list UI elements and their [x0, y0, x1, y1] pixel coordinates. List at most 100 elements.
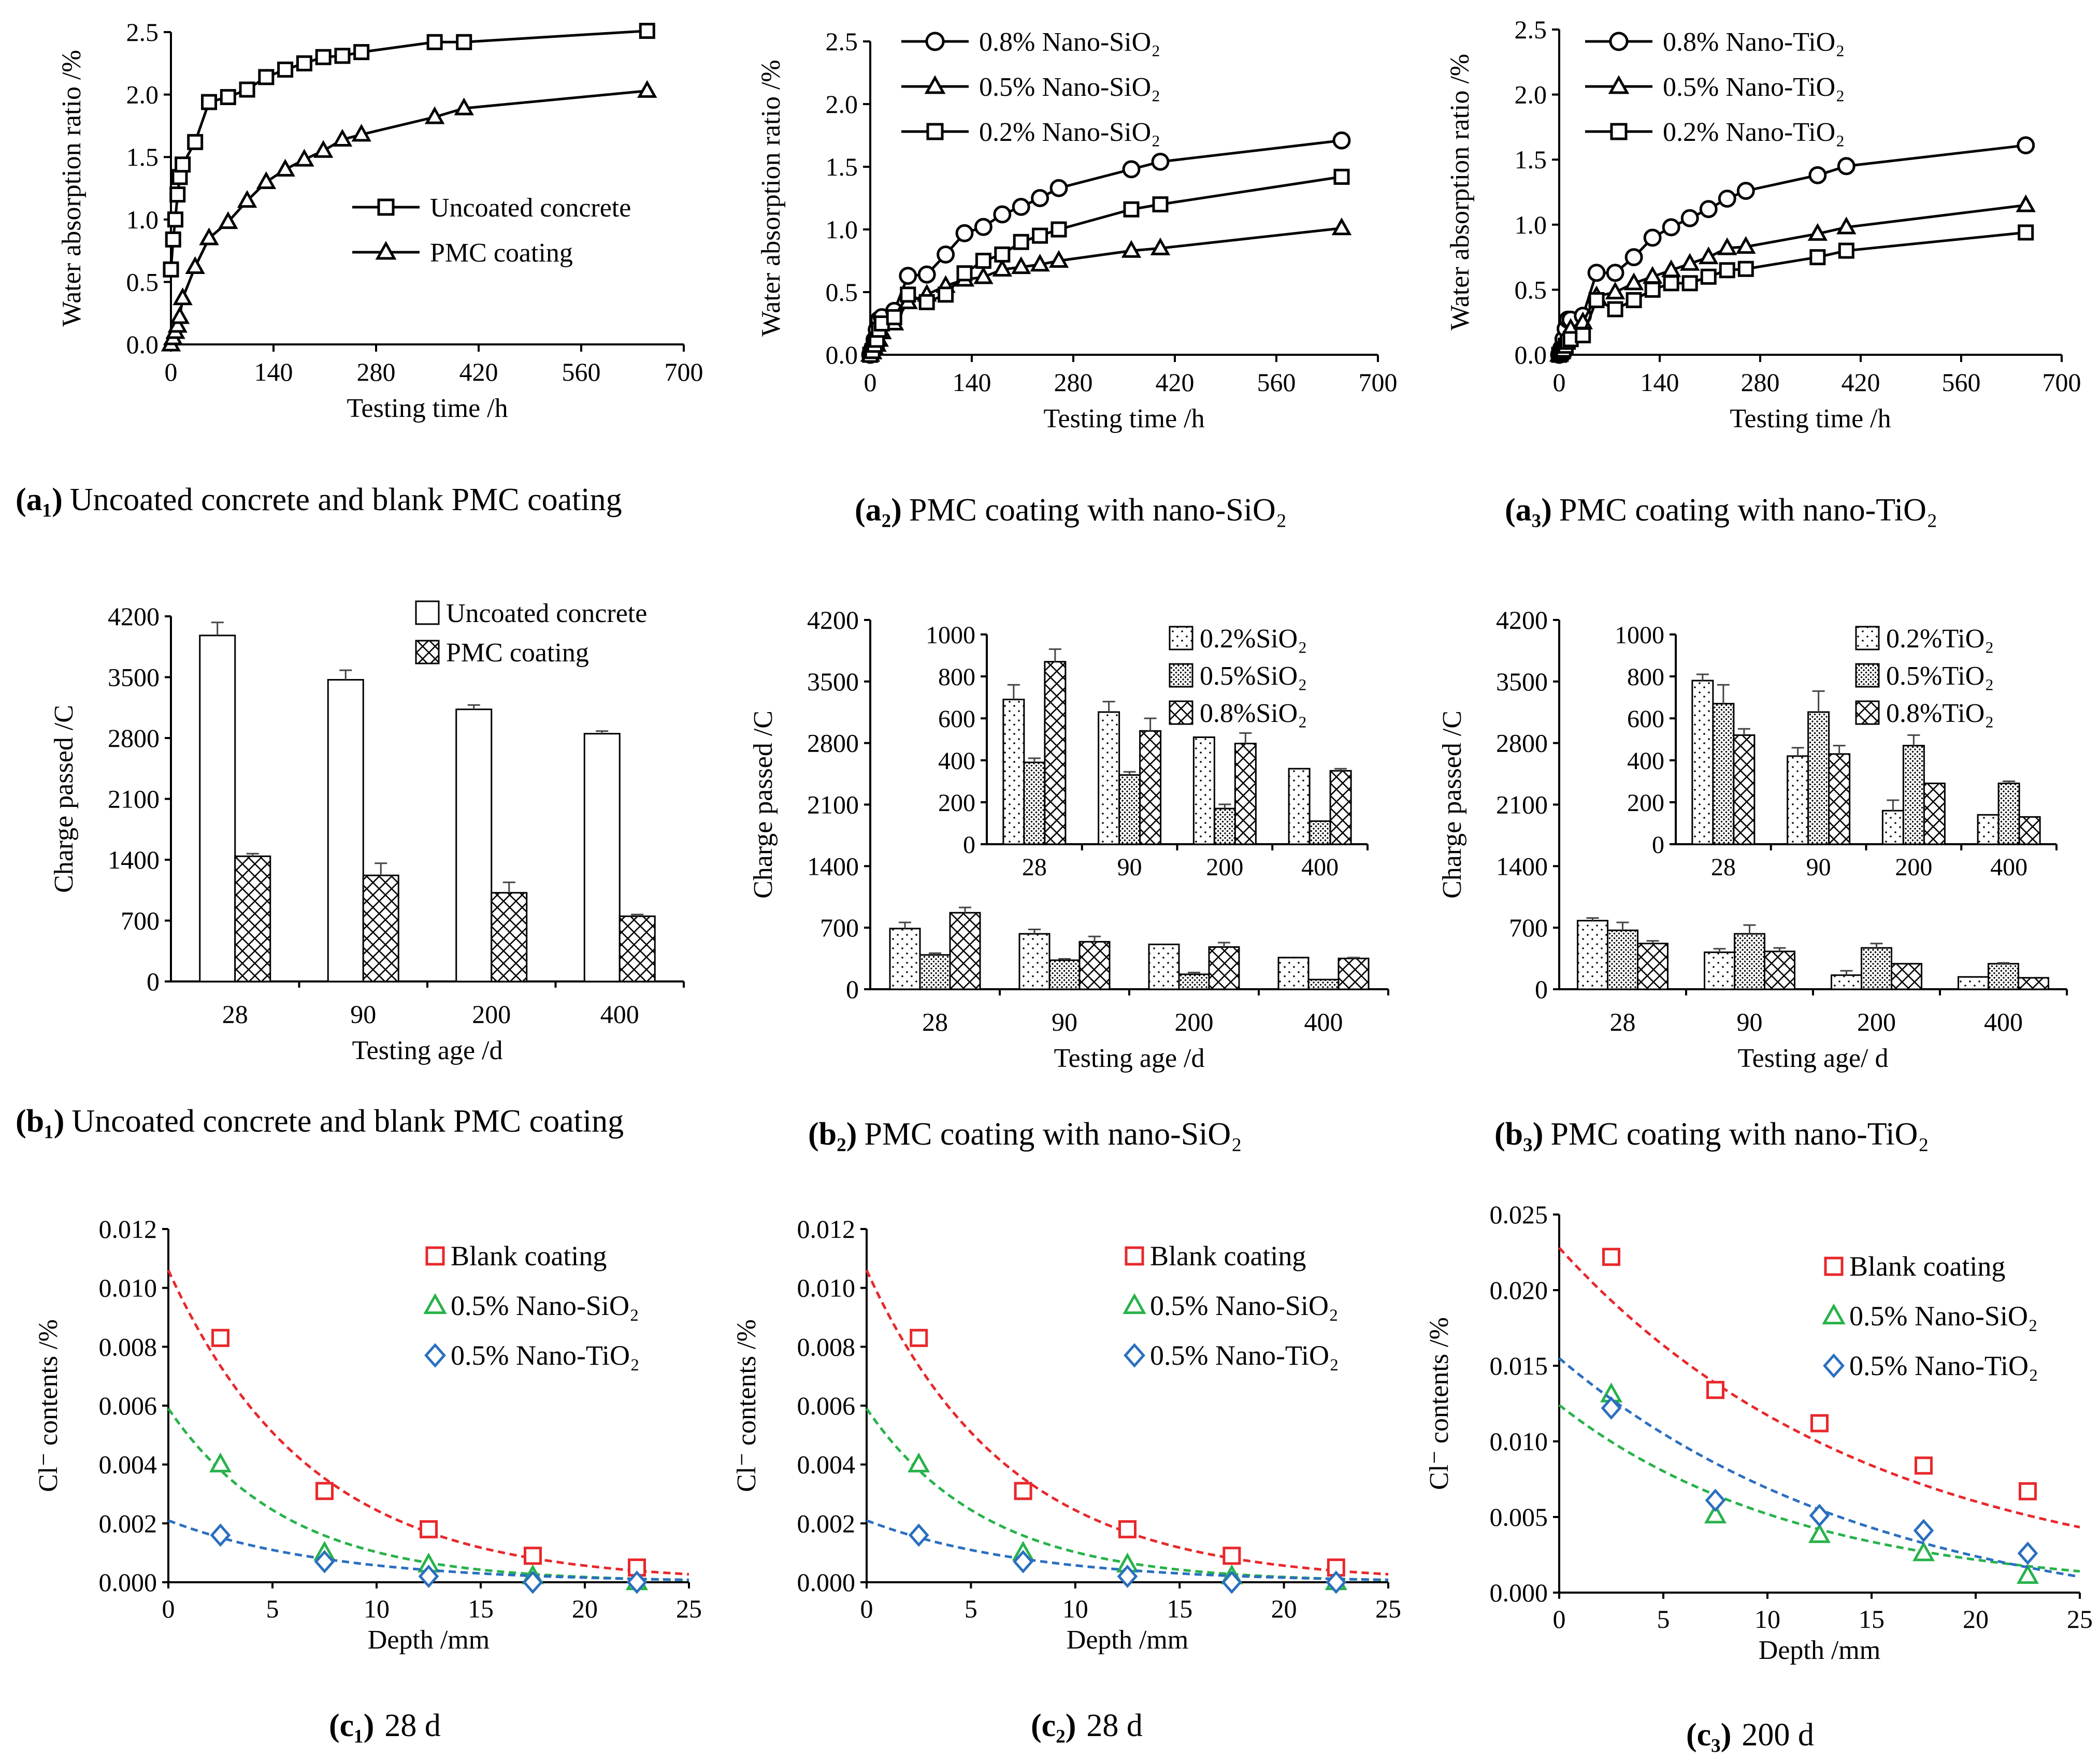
y-tick-label: 0.010: [797, 1274, 856, 1303]
legend-label: 0.5% Nano-TiO₂: [1849, 1350, 2038, 1381]
x-tick-label: 10: [1754, 1605, 1780, 1634]
caption: (b₂) PMC coating with nano-SiO₂: [808, 1117, 1242, 1152]
legend-label: 0.5% Nano-SiO₂: [451, 1290, 639, 1321]
x-tick-label: 420: [1842, 368, 1880, 397]
bar: [583, 733, 621, 982]
y-tick-label-inset: 800: [938, 663, 975, 691]
legend-label: Blank coating: [1150, 1240, 1306, 1271]
data-point: [1700, 268, 1717, 285]
bar: [1178, 973, 1210, 990]
y-tick-label: 1400: [807, 851, 859, 880]
y-tick-label: 2.0: [126, 80, 159, 109]
fit-curve-2: [1558, 1357, 2080, 1578]
y-tick-label-inset: 400: [938, 747, 975, 775]
x-tick-label: 200: [1857, 1007, 1896, 1036]
chart-c2: 0.000 0.002 0.004 0.006 0.008 0.010 0.012 0 5 10 1…: [732, 1215, 1401, 1743]
series-line-1: [1558, 204, 2026, 356]
data-point: [1624, 248, 1643, 267]
legend-marker: [1608, 75, 1630, 94]
data-point: [1680, 209, 1699, 227]
bar-inset: [1691, 680, 1714, 845]
bar: [1831, 974, 1862, 990]
caption: (a₁) Uncoated concrete and blank PMC coat…: [16, 482, 622, 517]
data-point: [1123, 201, 1140, 218]
y-tick-label: 0.0: [126, 330, 159, 359]
data-point: [955, 224, 974, 242]
data-point: [974, 218, 993, 236]
caption-text: 28 d: [384, 1708, 441, 1743]
data-point: [1222, 1547, 1241, 1565]
bar: [949, 912, 981, 990]
data-point: [163, 261, 179, 278]
data-point: [1706, 1381, 1724, 1399]
x-tick-label: 90: [1737, 1007, 1763, 1036]
x-tick-label: 400: [600, 1000, 639, 1029]
legend-label: 0.5% Nano-TiO₂: [1663, 73, 1845, 102]
legend-swatch: [1169, 626, 1193, 651]
x-axis-title: Depth /mm: [368, 1625, 490, 1655]
y-axis-title: Cl⁻ contents /%: [34, 1319, 63, 1492]
y-tick-label: 0.004: [797, 1450, 856, 1479]
bar-inset: [1192, 736, 1215, 845]
data-point: [993, 205, 1012, 224]
bar: [455, 709, 493, 982]
legend-label: 0.5% Nano-TiO₂: [1150, 1340, 1339, 1371]
x-tick-label: 140: [953, 368, 991, 397]
x-tick-label: 90: [1052, 1007, 1077, 1036]
y-tick-label: 0.010: [99, 1274, 157, 1303]
bar-inset: [1807, 711, 1830, 845]
data-point: [1913, 1519, 1934, 1542]
data-point: [210, 1523, 231, 1547]
data-point: [1662, 218, 1680, 237]
x-tick-label: 0: [1553, 1605, 1566, 1634]
legend-marker: [924, 75, 946, 94]
x-tick-label: 25: [1375, 1594, 1401, 1623]
data-point: [426, 34, 443, 50]
x-tick-label: 10: [1062, 1594, 1088, 1623]
x-tick-label: 0: [165, 357, 178, 386]
legend-marker: [424, 1343, 446, 1368]
data-point: [313, 140, 334, 158]
bar: [1764, 950, 1795, 990]
x-tick-label: 280: [1054, 368, 1093, 397]
bar-inset: [2018, 816, 2041, 845]
data-point: [522, 1570, 543, 1594]
data-point: [175, 156, 191, 173]
y-tick-label: 2100: [1496, 790, 1548, 819]
caption-text: PMC coating with nano-SiO₂: [909, 493, 1287, 528]
legend-marker: [925, 32, 945, 51]
series-line-0: [169, 30, 648, 270]
y-tick-label: 0.5: [1515, 275, 1547, 304]
y-tick-label: 1.0: [126, 205, 159, 234]
legend-label: 0.2% Nano-TiO₂: [1663, 118, 1845, 147]
data-point: [1014, 1482, 1032, 1500]
y-tick-label: 0.5: [826, 278, 858, 307]
x-tick-label: 25: [676, 1594, 702, 1623]
x-tick-label: 200: [472, 1000, 511, 1029]
y-tick-label: 0.008: [99, 1332, 157, 1361]
bar: [1607, 929, 1638, 990]
legend-marker: [425, 1246, 445, 1266]
bar: [1277, 957, 1310, 990]
x-axis-title: Testing time /h: [1730, 404, 1891, 433]
y-tick-label: 2100: [807, 790, 859, 819]
data-point: [1122, 160, 1141, 179]
x-tick-label-inset: 28: [1022, 854, 1047, 881]
legend-label: 0.2%SiO₂: [1200, 624, 1307, 654]
x-tick-label: 0: [1553, 368, 1566, 397]
y-tick-label: 0: [1535, 975, 1548, 1004]
caption-text: 28 d: [1086, 1708, 1143, 1743]
x-tick-label: 0: [162, 1594, 175, 1623]
y-tick-label: 0.008: [797, 1332, 856, 1361]
bar: [1208, 946, 1240, 990]
data-point: [167, 315, 188, 333]
y-tick-label-inset: 1000: [1615, 622, 1664, 649]
caption-id: (b₁): [16, 1104, 64, 1139]
bar-inset: [1002, 699, 1025, 845]
series-line-2: [869, 175, 1342, 356]
x-axis-title: Testing age /d: [352, 1036, 503, 1065]
y-tick-label: 1.0: [1515, 210, 1547, 239]
data-point: [1012, 197, 1030, 216]
data-point: [1644, 281, 1661, 298]
